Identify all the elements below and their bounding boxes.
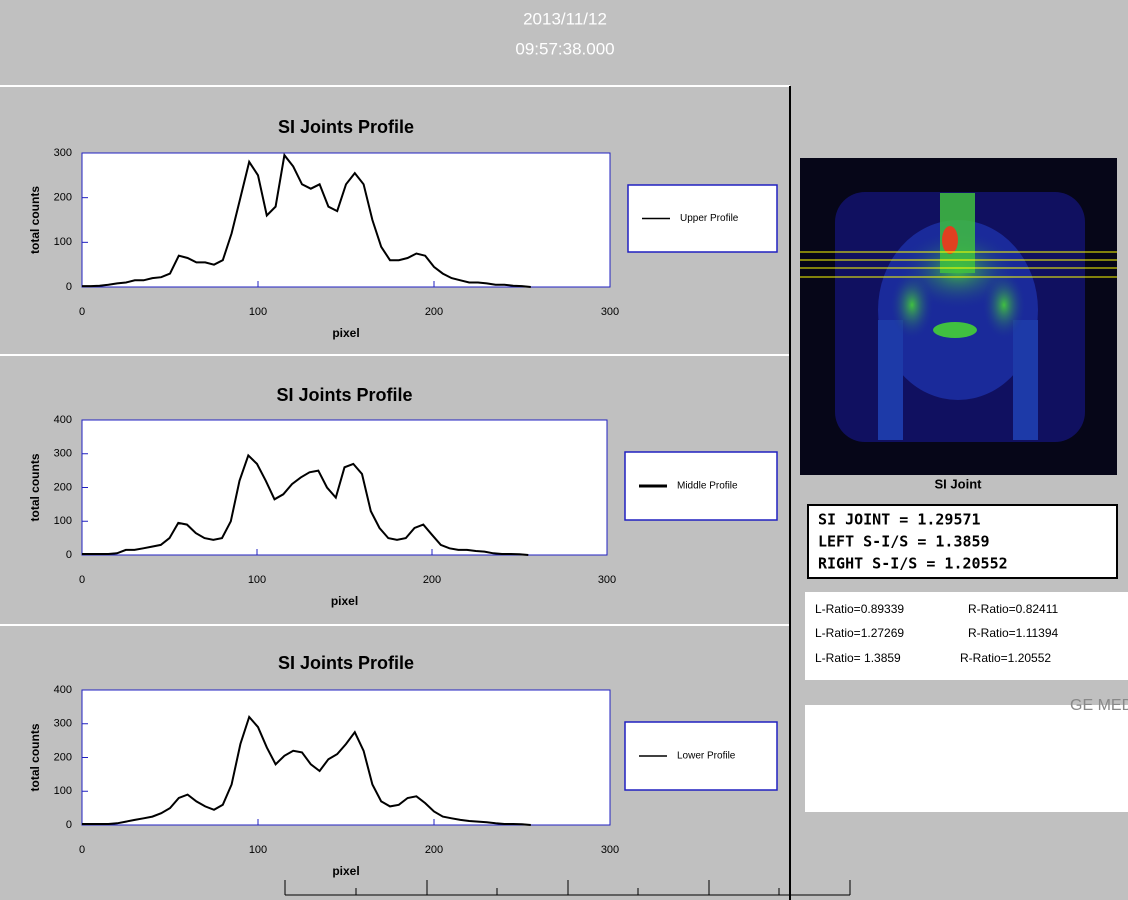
ratio: R-Ratio=0.82411 xyxy=(968,602,1058,616)
x-tick-label: 0 xyxy=(79,306,85,318)
ratio: R-Ratio=1.11394 xyxy=(968,626,1058,640)
ratio: R-Ratio=1.20552 xyxy=(960,651,1051,665)
legend-label: Lower Profile xyxy=(677,751,736,762)
x-tick-label: 100 xyxy=(249,844,267,856)
y-tick-label: 100 xyxy=(54,515,72,527)
x-tick-label: 300 xyxy=(601,844,619,856)
result-line: LEFT S-I/S = 1.3859 xyxy=(818,533,990,551)
x-axis-label: pixel xyxy=(332,864,359,878)
page: 2013/11/12 09:57:38.000 SI Joint SI JOIN… xyxy=(0,0,1128,900)
y-axis-label: total counts xyxy=(28,186,42,254)
y-tick-label: 0 xyxy=(66,819,72,831)
result-line: SI JOINT = 1.29571 xyxy=(818,511,981,529)
x-tick-label: 200 xyxy=(425,306,443,318)
plot-area xyxy=(82,690,610,825)
chart-title: SI Joints Profile xyxy=(278,653,414,673)
y-tick-label: 200 xyxy=(54,751,72,763)
time: 09:57:38.000 xyxy=(515,39,614,58)
y-tick-label: 400 xyxy=(54,684,72,696)
x-tick-label: 100 xyxy=(248,574,266,586)
x-axis-label: pixel xyxy=(332,326,359,340)
ratio: L-Ratio=0.89339 xyxy=(815,602,904,616)
plot-area xyxy=(82,153,610,287)
x-tick-label: 0 xyxy=(79,574,85,586)
y-tick-label: 0 xyxy=(66,549,72,561)
scan-image xyxy=(800,158,1117,475)
x-tick-label: 200 xyxy=(425,844,443,856)
date: 2013/11/12 xyxy=(523,9,607,28)
chart-title: SI Joints Profile xyxy=(276,385,412,405)
plot-area xyxy=(82,420,607,555)
y-axis-label: total counts xyxy=(28,453,42,521)
legend-label: Upper Profile xyxy=(680,213,739,224)
screen: 2013/11/12 09:57:38.000 SI Joint SI JOIN… xyxy=(0,0,1128,900)
x-tick-label: 200 xyxy=(423,574,441,586)
y-tick-label: 100 xyxy=(54,785,72,797)
y-tick-label: 400 xyxy=(54,414,72,426)
y-tick-label: 200 xyxy=(54,192,72,204)
y-tick-label: 0 xyxy=(66,281,72,293)
x-axis-label: pixel xyxy=(331,594,358,608)
x-tick-label: 300 xyxy=(601,306,619,318)
y-tick-label: 300 xyxy=(54,718,72,730)
y-tick-label: 300 xyxy=(54,448,72,460)
chart-title: SI Joints Profile xyxy=(278,117,414,137)
y-tick-label: 300 xyxy=(54,147,72,159)
ratio: L-Ratio=1.27269 xyxy=(815,626,904,640)
image-label: SI Joint xyxy=(935,476,983,491)
y-tick-label: 200 xyxy=(54,481,72,493)
info-panel xyxy=(805,705,1128,812)
y-tick-label: 100 xyxy=(54,236,72,248)
brand: GE MED xyxy=(1070,697,1128,714)
x-tick-label: 300 xyxy=(598,574,616,586)
result-line: RIGHT S-I/S = 1.20552 xyxy=(818,555,1008,573)
x-tick-label: 100 xyxy=(249,306,267,318)
y-axis-label: total counts xyxy=(28,723,42,791)
x-tick-label: 0 xyxy=(79,844,85,856)
legend-label: Middle Profile xyxy=(677,481,738,492)
ratio: L-Ratio= 1.3859 xyxy=(815,651,901,665)
